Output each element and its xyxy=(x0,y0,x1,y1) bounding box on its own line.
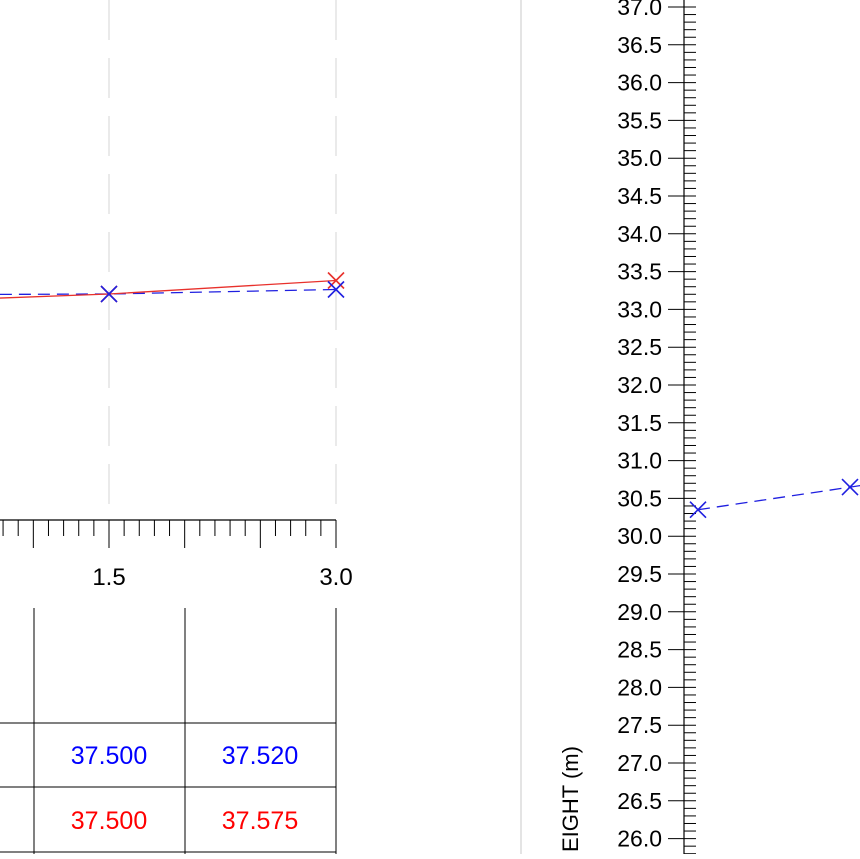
y-tick-label: 35.5 xyxy=(617,107,662,133)
y-tick-label: 33.0 xyxy=(617,296,662,322)
y-tick-label: 32.0 xyxy=(617,372,662,398)
y-tick-label: 29.5 xyxy=(617,561,662,587)
y-tick-label: 29.0 xyxy=(617,599,662,625)
y-tick-label: 27.5 xyxy=(617,712,662,738)
y-tick-label: 35.0 xyxy=(617,145,662,171)
y-tick-label: 28.5 xyxy=(617,637,662,663)
y-tick-label: 30.0 xyxy=(617,523,662,549)
y-tick-label: 27.0 xyxy=(617,750,662,776)
x-tick-label: 1.5 xyxy=(92,564,125,591)
y-tick-label: 28.0 xyxy=(617,674,662,700)
table-cell-existing-2: 37.575 xyxy=(221,807,299,835)
y-tick-label: 31.5 xyxy=(617,410,662,436)
y-tick-label: 34.5 xyxy=(617,183,662,209)
y-tick-label: 26.0 xyxy=(617,826,662,852)
cross-section-panel: 1.5 3.0 xyxy=(0,0,353,591)
profile-point-marker xyxy=(689,501,707,519)
y-tick-label: 36.0 xyxy=(617,70,662,96)
y-tick-label: 34.0 xyxy=(617,221,662,247)
design-point-marker xyxy=(100,285,118,303)
profile-point-marker xyxy=(841,478,859,496)
y-axis-title: EIGHT (m) xyxy=(558,746,583,852)
y-tick-label: 33.5 xyxy=(617,259,662,285)
y-tick-label: 36.5 xyxy=(617,32,662,58)
table-cell-design-1: 37.500 xyxy=(70,742,148,770)
profile-design-line xyxy=(697,484,860,511)
y-tick-label: 30.5 xyxy=(617,485,662,511)
table-cell-design-2: 37.520 xyxy=(221,742,299,770)
y-tick-label: 37.0 xyxy=(617,0,662,20)
existing-point-marker xyxy=(327,271,345,290)
y-tick-label: 32.5 xyxy=(617,334,662,360)
table-cell-existing-1: 37.500 xyxy=(70,807,148,835)
level-table-grid xyxy=(0,608,337,854)
existing-level-line xyxy=(0,279,337,299)
design-point-marker xyxy=(327,280,345,299)
x-tick-label: 3.0 xyxy=(319,564,352,591)
y-tick-label: 31.0 xyxy=(617,448,662,474)
profile-panel: 37.0 36.5 36.0 35.5 35.0 34.5 34.0 33.5 33.0 32.5… xyxy=(558,0,860,855)
y-tick-label: 26.5 xyxy=(617,788,662,814)
